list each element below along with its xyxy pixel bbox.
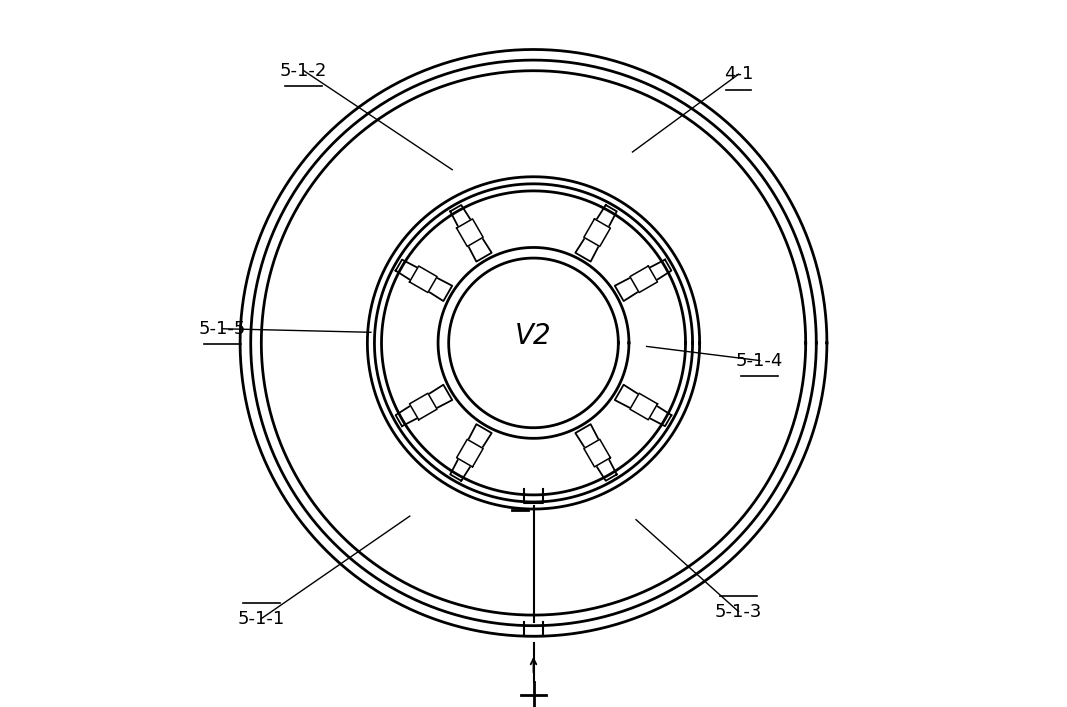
Polygon shape [630,393,657,420]
Text: V2: V2 [515,322,552,350]
Text: 5-1-3: 5-1-3 [715,602,762,621]
Text: 5-1-2: 5-1-2 [280,62,328,80]
Polygon shape [457,439,483,467]
Polygon shape [410,266,437,293]
Polygon shape [584,219,610,247]
Text: 4-1: 4-1 [723,65,753,83]
Polygon shape [630,266,657,293]
Polygon shape [584,439,610,467]
Text: 5-1-4: 5-1-4 [736,351,783,370]
Text: 5-1-1: 5-1-1 [238,609,285,628]
Text: 5-1-5: 5-1-5 [198,320,246,338]
Polygon shape [410,393,437,420]
Polygon shape [457,219,483,247]
